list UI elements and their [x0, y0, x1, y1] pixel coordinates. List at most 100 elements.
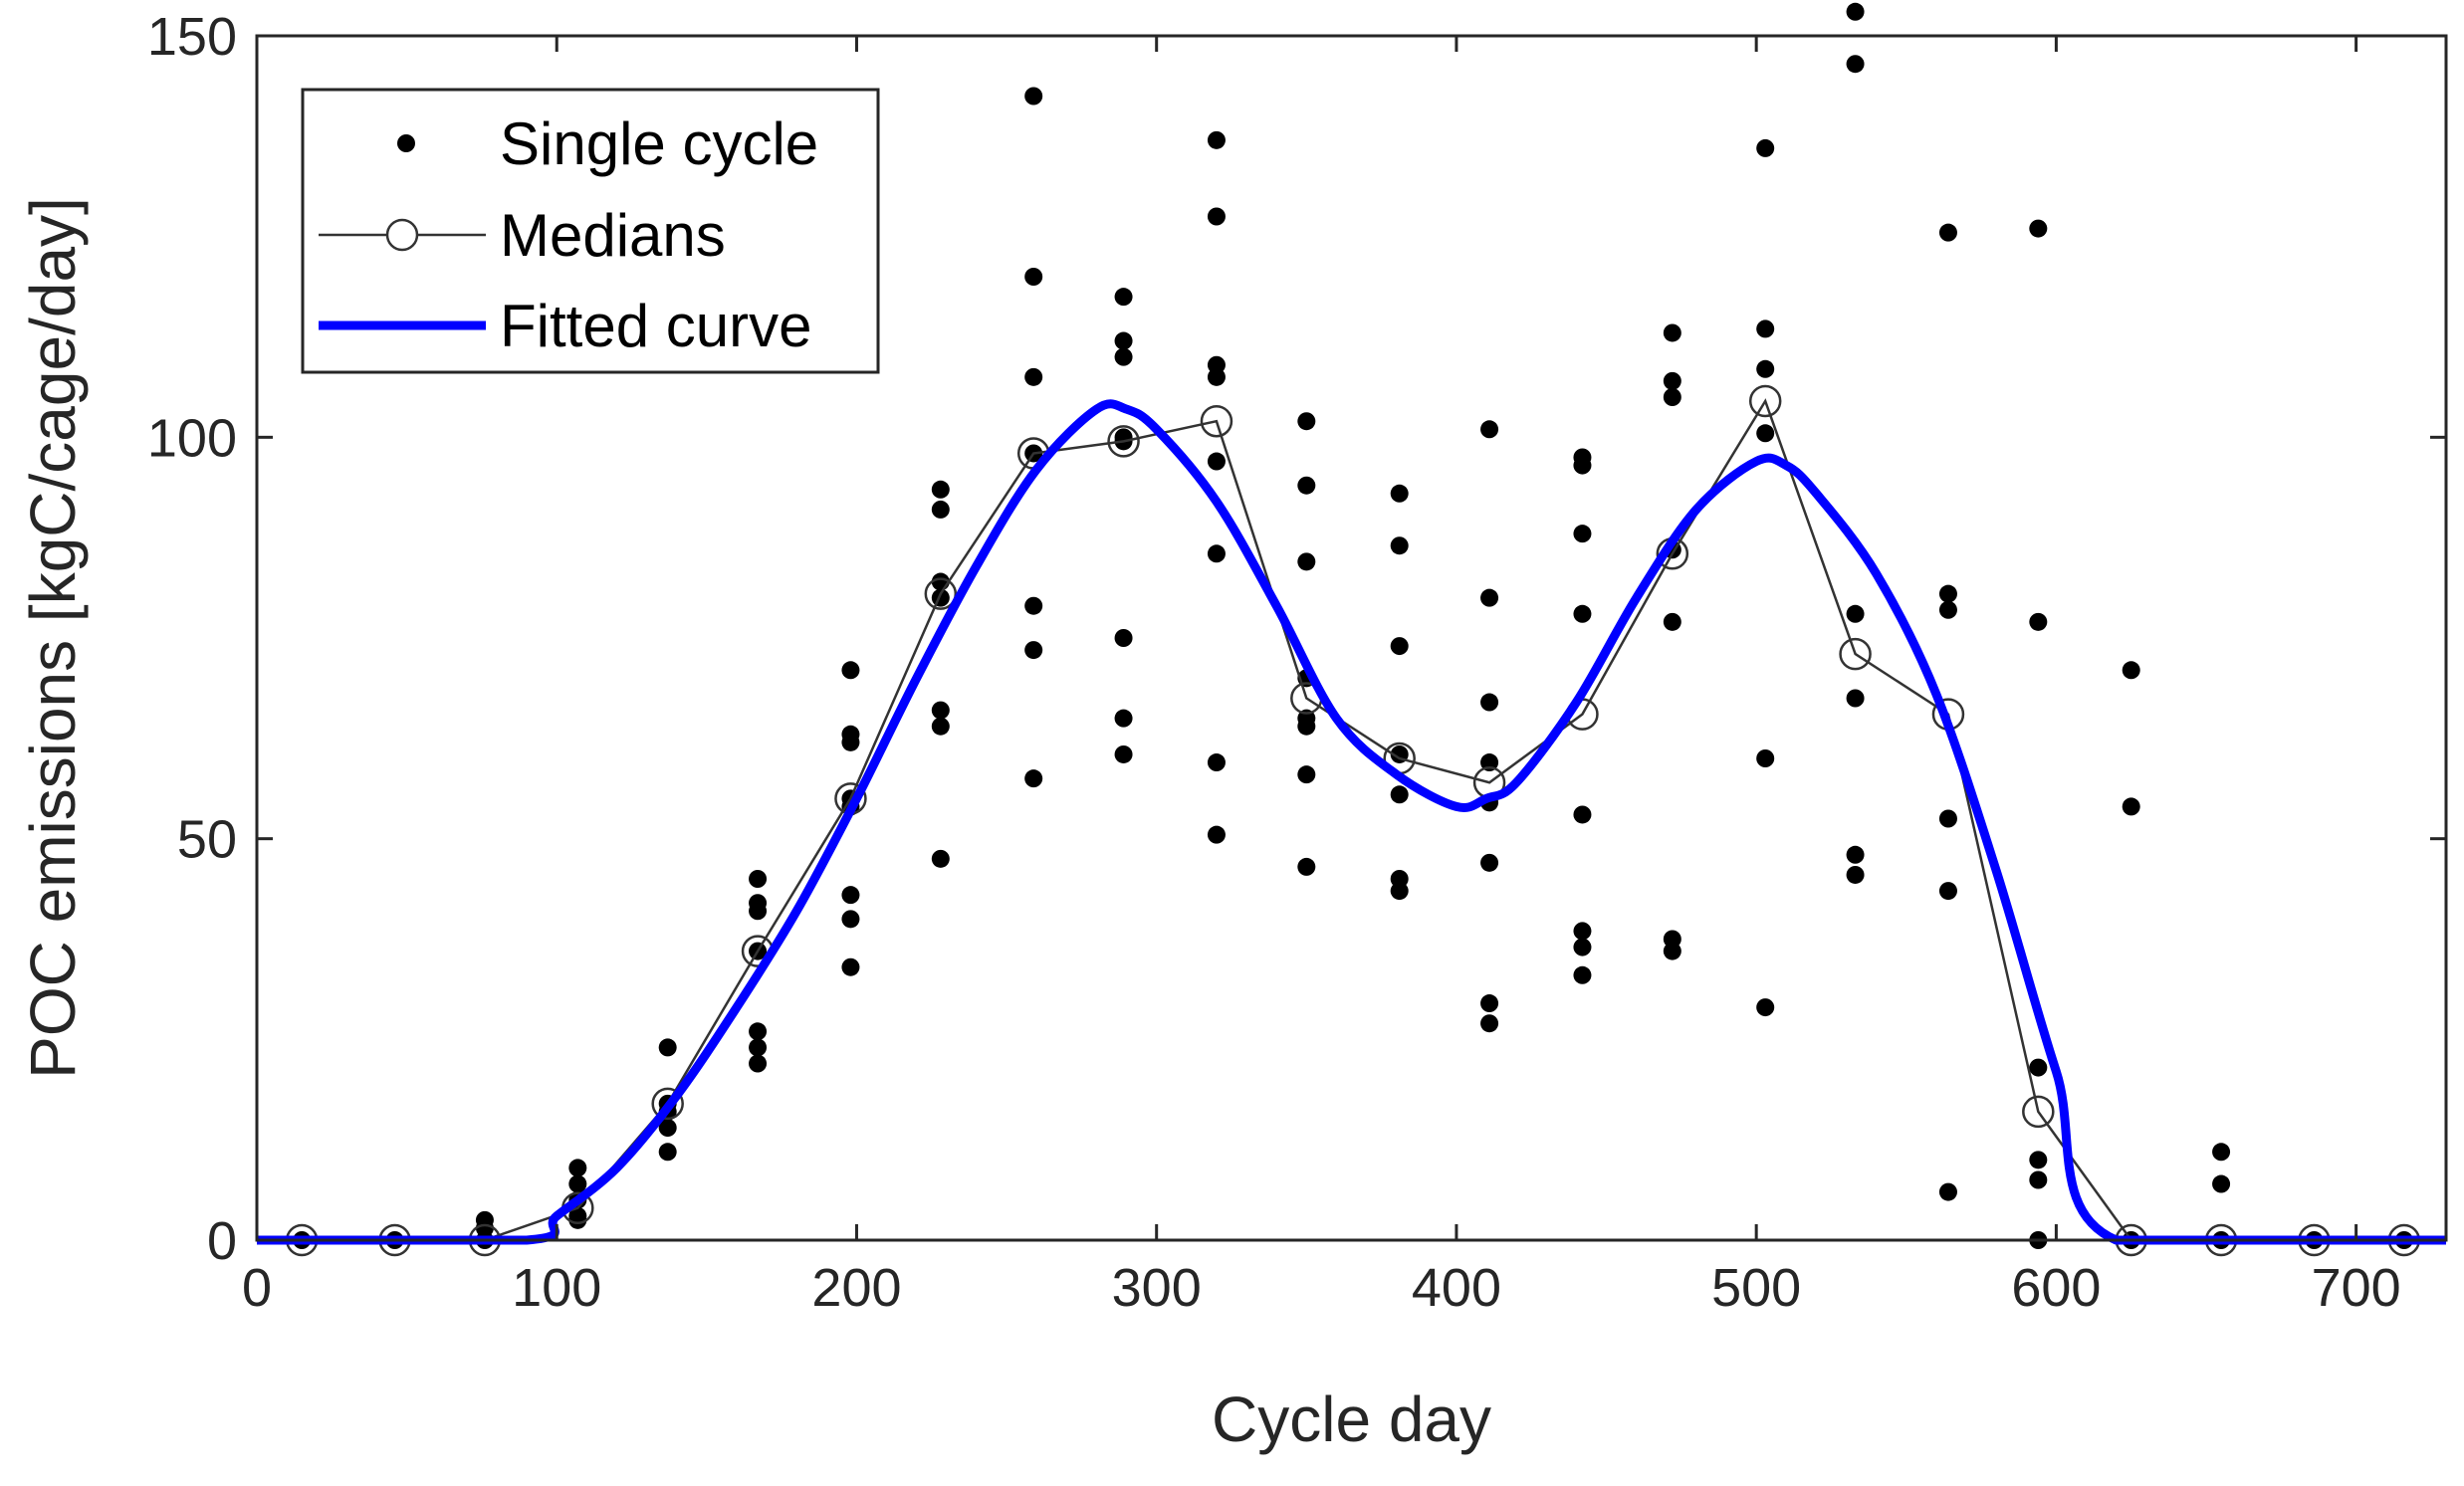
single-cycle-point	[1480, 693, 1499, 712]
single-cycle-point	[1024, 641, 1043, 660]
y-tick-label: 50	[177, 810, 237, 870]
median-point	[1839, 637, 1872, 671]
legend: Single cycle Medians Fitted curve	[301, 88, 880, 374]
single-cycle-point	[1114, 744, 1133, 763]
single-cycle-point	[1480, 994, 1499, 1013]
single-cycle-point	[1114, 331, 1133, 350]
single-cycle-point	[1846, 604, 1865, 623]
x-tick-label: 600	[2011, 1258, 2101, 1318]
single-cycle-point	[841, 957, 860, 976]
single-cycle-point	[1663, 371, 1681, 390]
single-cycle-point	[1663, 930, 1681, 949]
single-cycle-point	[1480, 853, 1499, 872]
single-cycle-point	[1573, 938, 1592, 956]
x-tick-label: 700	[2312, 1258, 2401, 1318]
single-cycle-point	[931, 849, 950, 868]
single-cycle-point	[1207, 544, 1226, 563]
single-cycle-point	[1390, 484, 1409, 503]
single-cycle-point	[1480, 753, 1499, 772]
x-tick-label: 200	[811, 1258, 901, 1318]
single-cycle-point	[1573, 965, 1592, 984]
single-cycle-point	[1573, 525, 1592, 543]
single-cycle-point	[1480, 1014, 1499, 1033]
median-point	[1748, 384, 1782, 418]
x-tick-label: 400	[1412, 1258, 1501, 1318]
legend-label-single-cycle: Single cycle	[500, 110, 818, 177]
single-cycle-point	[1297, 476, 1316, 495]
single-cycle-point	[1573, 805, 1592, 824]
single-cycle-point	[1756, 749, 1775, 767]
single-cycle-point	[1756, 138, 1775, 157]
single-cycle-point	[2029, 1170, 2048, 1189]
median-point	[924, 577, 958, 610]
single-cycle-point	[568, 1174, 587, 1193]
single-cycle-point	[931, 500, 950, 519]
single-cycle-point	[1024, 268, 1043, 286]
x-tick-label: 500	[1711, 1258, 1801, 1318]
single-cycle-point	[1207, 825, 1226, 844]
single-cycle-point	[1024, 367, 1043, 386]
y-tick-label: 100	[147, 408, 237, 468]
y-tick-label: 150	[147, 7, 237, 67]
single-cycle-point	[1573, 922, 1592, 941]
single-cycle-point	[1756, 359, 1775, 378]
single-cycle-point	[749, 1038, 768, 1057]
single-cycle-point	[1024, 769, 1043, 788]
single-cycle-point	[1297, 412, 1316, 431]
single-cycle-point	[1938, 1182, 1957, 1201]
single-cycle-point	[1756, 424, 1775, 443]
single-cycle-point	[841, 661, 860, 680]
single-cycle-point	[1207, 207, 1226, 226]
single-cycle-point	[1297, 552, 1316, 571]
single-cycle-point	[1207, 753, 1226, 772]
legend-label-fitted-curve: Fitted curve	[500, 293, 811, 359]
single-cycle-point	[1663, 323, 1681, 342]
median-point	[1200, 404, 1233, 438]
single-cycle-point	[1480, 420, 1499, 439]
single-cycle-point	[1573, 604, 1592, 623]
single-cycle-point	[931, 480, 950, 499]
single-cycle-point	[1663, 612, 1681, 631]
single-cycle-point	[1756, 319, 1775, 338]
single-cycle-point	[841, 725, 860, 743]
single-cycle-point	[1390, 637, 1409, 656]
legend-marker-single-cycle	[397, 134, 415, 152]
median-point	[651, 1087, 684, 1121]
single-cycle-point	[1756, 998, 1775, 1017]
single-cycle-point	[1390, 870, 1409, 888]
single-cycle-point	[1114, 629, 1133, 647]
single-cycle-point	[1573, 448, 1592, 467]
x-axis-label: Cycle day	[1212, 1383, 1491, 1455]
single-cycle-point	[749, 1054, 768, 1073]
single-cycle-point	[1207, 130, 1226, 149]
single-cycle-point	[1938, 882, 1957, 901]
single-cycle-point	[1207, 452, 1226, 471]
y-axis-label: POC emissions [kgC/cage/day]	[17, 197, 89, 1079]
single-cycle-point	[1938, 809, 1957, 828]
single-cycle-point	[931, 701, 950, 720]
x-tick-label: 300	[1112, 1258, 1202, 1318]
single-cycle-point	[1297, 709, 1316, 728]
fitted-curve-line	[256, 399, 2446, 1245]
single-cycle-point	[749, 894, 768, 913]
y-tick-label: 0	[207, 1211, 237, 1271]
single-cycle-point	[841, 910, 860, 929]
single-cycle-point	[1114, 288, 1133, 307]
single-cycle-point	[1938, 600, 1957, 619]
single-cycle-point	[1846, 845, 1865, 864]
single-cycle-point	[1024, 596, 1043, 615]
single-cycle-point	[658, 1119, 677, 1138]
single-cycle-point	[568, 1206, 587, 1225]
single-cycle-point	[1207, 355, 1226, 374]
plot-area-frame	[255, 34, 2448, 1242]
single-cycle-point	[658, 1143, 677, 1162]
single-cycle-point	[749, 870, 768, 888]
series-layer	[256, 2, 2446, 1257]
single-cycle-point	[1024, 87, 1043, 106]
single-cycle-point	[1390, 536, 1409, 555]
single-cycle-point	[1114, 428, 1133, 447]
single-cycle-point	[2029, 612, 2048, 631]
single-cycle-point	[1846, 55, 1865, 74]
single-cycle-point	[1297, 857, 1316, 876]
single-cycle-point	[1114, 347, 1133, 366]
